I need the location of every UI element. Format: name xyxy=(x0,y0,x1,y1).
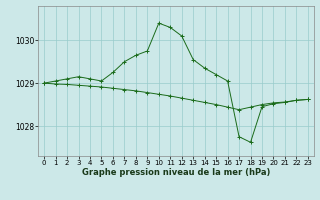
X-axis label: Graphe pression niveau de la mer (hPa): Graphe pression niveau de la mer (hPa) xyxy=(82,168,270,177)
